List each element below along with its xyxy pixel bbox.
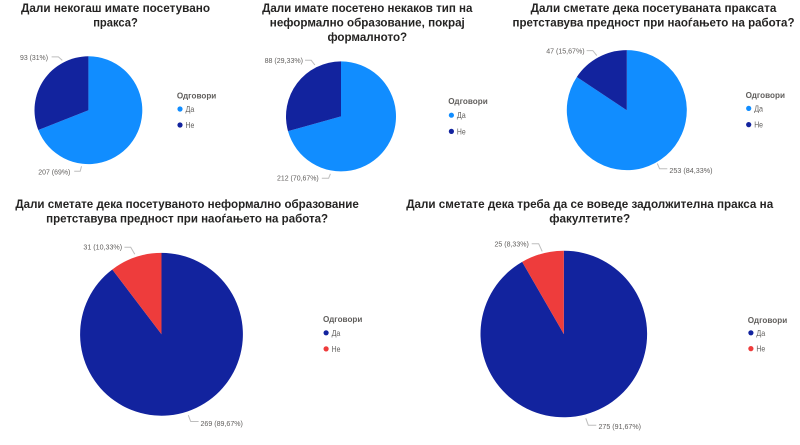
- svg-text:212 (70,67%): 212 (70,67%): [277, 174, 319, 183]
- svg-text:269 (89,67%): 269 (89,67%): [201, 419, 243, 428]
- svg-text:Одговори: Одговори: [323, 314, 362, 324]
- svg-text:претставува предност при наоѓа: претставува предност при наоѓањето на ра…: [513, 15, 795, 29]
- svg-text:Не: Не: [332, 344, 341, 354]
- svg-text:Дали некогаш имате посетувано: Дали некогаш имате посетувано: [21, 1, 210, 15]
- svg-text:Дали сметате дека посетуваната: Дали сметате дека посетуваната праксата: [531, 1, 777, 15]
- svg-text:25 (8,33%): 25 (8,33%): [495, 240, 529, 249]
- svg-text:Одговори: Одговори: [746, 90, 785, 100]
- svg-text:Одговори: Одговори: [448, 96, 487, 106]
- svg-text:факултетите?: факултетите?: [549, 211, 630, 225]
- svg-text:253 (84,33%): 253 (84,33%): [669, 166, 712, 175]
- svg-text:207 (69%): 207 (69%): [38, 167, 70, 176]
- svg-text:47 (15,67%): 47 (15,67%): [546, 46, 584, 55]
- svg-text:Да: Да: [457, 110, 466, 120]
- svg-text:Да: Да: [754, 103, 763, 113]
- svg-text:31 (10,33%): 31 (10,33%): [83, 243, 122, 252]
- svg-text:Да: Да: [186, 104, 195, 114]
- svg-text:88 (29,33%): 88 (29,33%): [265, 56, 303, 65]
- svg-text:Да: Да: [332, 328, 341, 338]
- svg-text:Не: Не: [754, 120, 763, 130]
- svg-text:Дали сметате дека треба да се: Дали сметате дека треба да се воведе зад…: [406, 197, 773, 211]
- svg-text:Не: Не: [457, 126, 466, 136]
- svg-text:формалното?: формалното?: [327, 30, 407, 44]
- svg-text:Не: Не: [186, 120, 195, 130]
- svg-text:275 (91,67%): 275 (91,67%): [599, 422, 642, 431]
- svg-text:Дали сметате дека посетуваното: Дали сметате дека посетуваното неформалн…: [15, 197, 359, 211]
- svg-text:пракса?: пракса?: [93, 15, 138, 29]
- svg-text:Да: Да: [756, 328, 765, 338]
- svg-text:Одговори: Одговори: [177, 91, 216, 101]
- svg-text:претставува предност при наоѓа: претставува предност при наоѓањето на ра…: [46, 211, 328, 225]
- svg-text:Одговори: Одговори: [748, 315, 787, 325]
- svg-text:Дали имате посетено некаков ти: Дали имате посетено некаков тип на: [262, 1, 473, 15]
- svg-text:Не: Не: [756, 344, 765, 354]
- svg-text:93 (31%): 93 (31%): [20, 53, 48, 62]
- svg-text:неформално образование, покрај: неформално образование, покрај: [270, 15, 465, 29]
